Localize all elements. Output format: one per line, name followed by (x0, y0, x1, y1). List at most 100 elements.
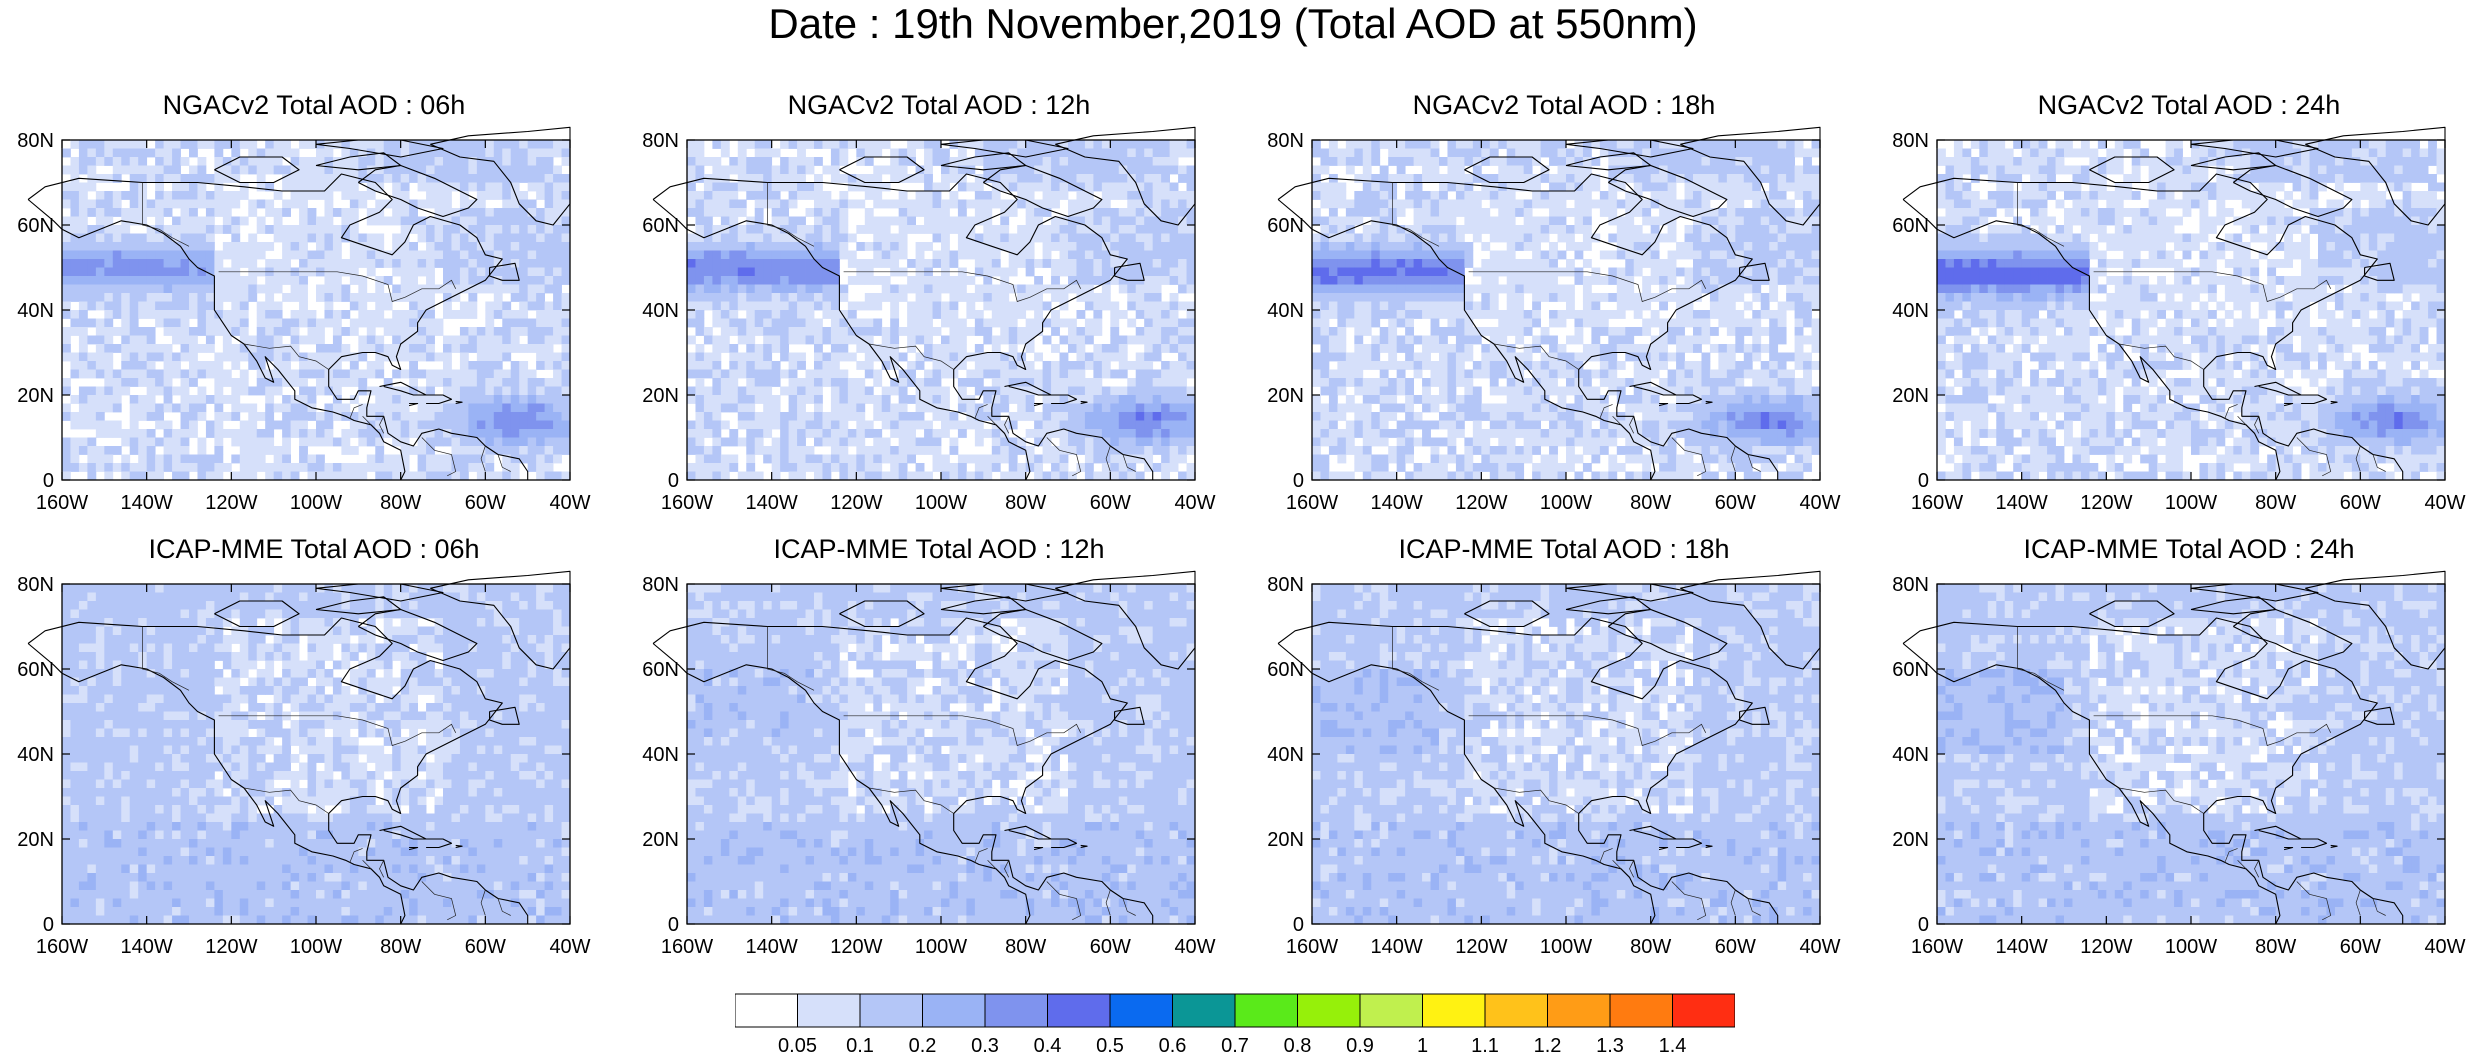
aod-cell (282, 454, 291, 464)
aod-cell (737, 165, 747, 175)
aod-cell (256, 165, 266, 175)
aod-cell (1709, 216, 1719, 226)
aod-cell (1008, 386, 1018, 396)
aod-cell (349, 216, 359, 226)
aod-cell (383, 259, 393, 268)
aod-cell (864, 208, 874, 217)
aod-cell (231, 199, 241, 209)
aod-cell (485, 208, 495, 217)
aod-cell (1760, 267, 1770, 277)
aod-cell (1084, 378, 1094, 387)
aod-cell (78, 344, 88, 353)
aod-cell (1413, 233, 1423, 243)
aod-cell (510, 463, 520, 472)
aod-cell (231, 250, 241, 260)
aod-cell (104, 233, 114, 243)
aod-cell (788, 174, 798, 183)
aod-cell (873, 395, 883, 404)
aod-cell (1709, 250, 1719, 260)
aod-cell (1659, 148, 1668, 158)
aod-cell (703, 352, 713, 362)
aod-cell (205, 259, 215, 268)
aod-cell (536, 471, 545, 481)
aod-cell (358, 369, 368, 379)
aod-cell (256, 216, 266, 226)
aod-cell (729, 437, 739, 447)
aod-cell (1405, 250, 1414, 260)
aod-cell (443, 420, 452, 430)
aod-cell (70, 369, 80, 379)
aod-cell (1735, 242, 1745, 251)
aod-cell (1059, 233, 1069, 243)
aod-cell (392, 327, 402, 336)
aod-cell (180, 174, 190, 183)
aod-cell (763, 369, 773, 379)
aod-cell (1726, 199, 1736, 209)
aod-cell (392, 386, 402, 396)
aod-cell (1127, 225, 1137, 234)
aod-cell (839, 420, 849, 430)
aod-cell (1701, 165, 1711, 175)
aod-cell (1118, 157, 1128, 166)
aod-cell (1760, 225, 1770, 234)
aod-cell (941, 301, 950, 311)
aod-cell (138, 463, 148, 472)
aod-cell (155, 199, 164, 209)
aod-cell (1034, 225, 1043, 234)
aod-cell (1161, 378, 1170, 387)
aod-cell (502, 208, 512, 217)
aod-cell (1506, 174, 1516, 183)
aod-cell (1557, 165, 1567, 175)
aod-cell (1752, 199, 1762, 209)
aod-cell (754, 174, 764, 183)
aod-cell (265, 446, 275, 455)
aod-cell (1591, 267, 1601, 277)
aod-cell (129, 208, 139, 217)
aod-cell (805, 335, 815, 345)
aod-cell (129, 310, 139, 319)
aod-cell (290, 174, 300, 183)
aod-cell (502, 182, 512, 192)
aod-cell (536, 446, 545, 455)
aod-cell (383, 174, 393, 183)
aod-cell (1118, 242, 1128, 251)
aod-cell (493, 174, 503, 183)
aod-cell (737, 182, 747, 192)
aod-cell (814, 191, 823, 200)
aod-cell (839, 463, 849, 472)
aod-cell (299, 361, 308, 370)
aod-cell (62, 403, 71, 413)
aod-cell (561, 471, 571, 481)
aod-cell (1312, 250, 1321, 260)
aod-cell (121, 310, 131, 319)
aod-cell (239, 335, 249, 345)
aod-cell (155, 344, 164, 353)
aod-cell (932, 259, 942, 268)
aod-cell (544, 225, 554, 234)
aod-cell (1481, 148, 1491, 158)
aod-cell (349, 446, 359, 455)
aod-cell (443, 259, 452, 268)
aod-cell (805, 463, 815, 472)
aod-cell (1532, 242, 1541, 251)
aod-cell (890, 259, 900, 268)
aod-cell (898, 420, 908, 430)
aod-cell (1186, 276, 1196, 285)
aod-cell (1144, 233, 1154, 243)
aod-cell (400, 182, 410, 192)
aod-cell (1489, 259, 1499, 268)
aod-cell (1152, 437, 1162, 447)
aod-cell (239, 344, 249, 353)
aod-cell (417, 369, 427, 379)
aod-cell (907, 369, 916, 379)
aod-cell (830, 199, 840, 209)
aod-cell (205, 335, 215, 345)
aod-cell (1169, 191, 1179, 200)
aod-cell (544, 378, 554, 387)
aod-cell (1735, 174, 1745, 183)
aod-cell (121, 301, 131, 311)
aod-cell (1447, 148, 1457, 158)
aod-cell (341, 471, 351, 481)
aod-cell (544, 157, 554, 166)
aod-cell (1118, 395, 1128, 404)
